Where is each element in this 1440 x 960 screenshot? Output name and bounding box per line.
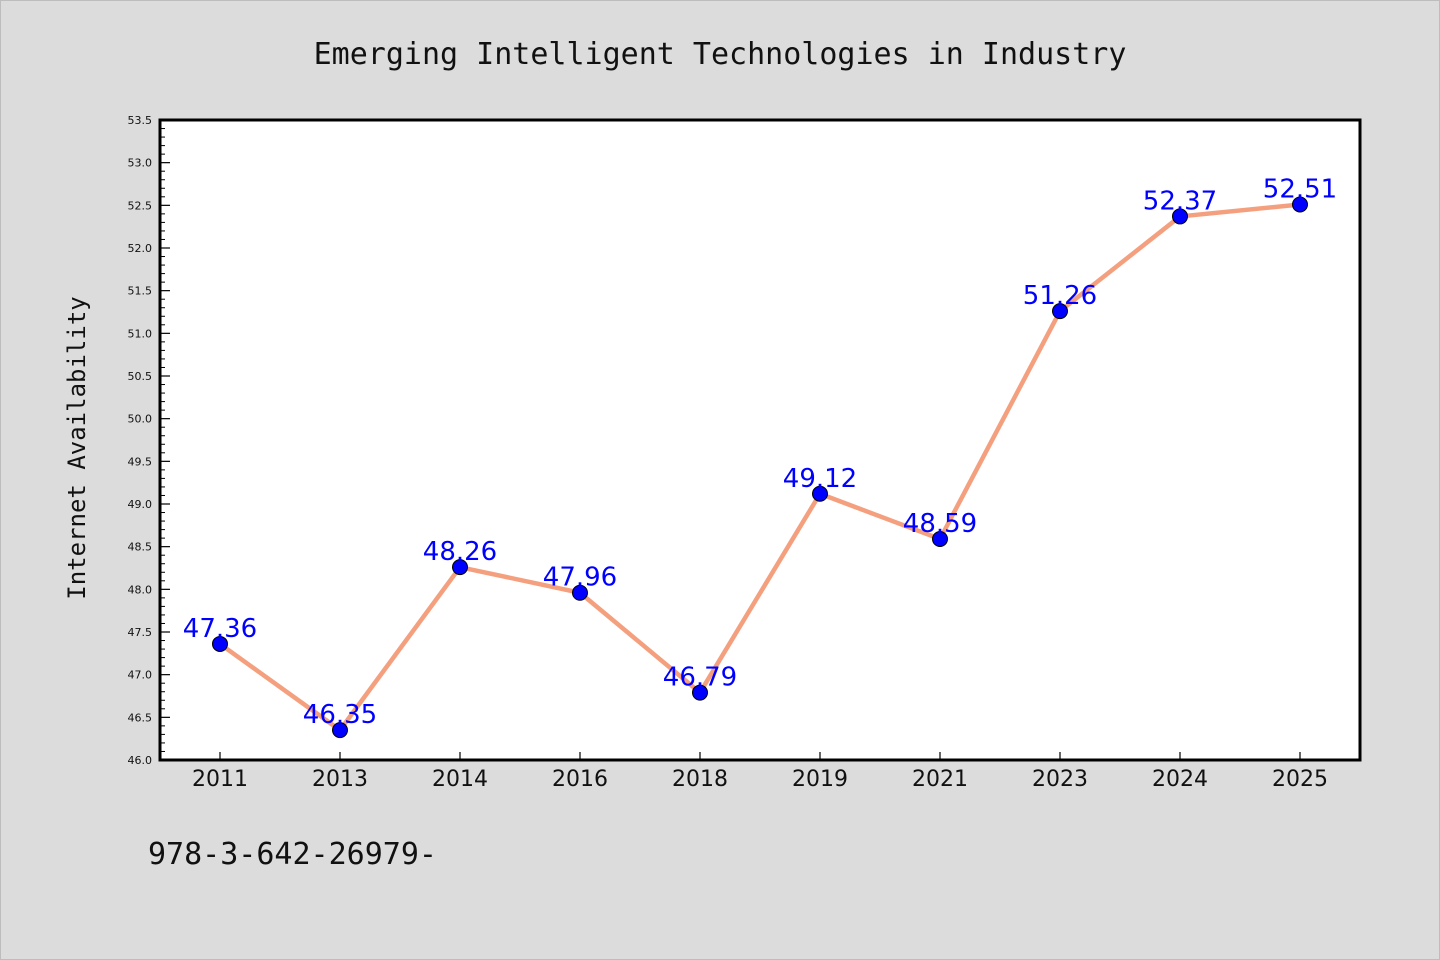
x-axis: 2011 2013 2014 2016 2018 2019 2021 2023 2024 2025 [192, 752, 1328, 792]
y-tick-label: 53.5 [128, 114, 153, 127]
chart-title: Emerging Intelligent Technologies in Ind… [314, 37, 1127, 72]
data-point [1052, 303, 1068, 320]
plot-area [160, 120, 1360, 760]
plot-border [158, 118, 1362, 762]
x-tick-label: 2019 [792, 767, 848, 792]
y-tick-label: 50.5 [128, 370, 153, 383]
data-point [572, 584, 588, 601]
y-tick-label: 51.0 [128, 327, 153, 340]
y-tick-label: 47.0 [128, 669, 153, 682]
x-tick-label: 2014 [432, 767, 488, 792]
series-line [217, 202, 1303, 733]
footer-note: 978-3-642-26979- [148, 837, 437, 872]
data-label: 52.51 [1263, 174, 1337, 204]
y-tick-label: 46.0 [128, 754, 153, 767]
data-label: 46.79 [663, 663, 737, 693]
data-point [1172, 208, 1188, 225]
x-tick-label: 2025 [1272, 767, 1328, 792]
y-tick-label: 52.0 [128, 242, 153, 255]
series-line-group: 47.36 46.35 48.26 47.96 46.79 49.12 48.59 51.26… [183, 174, 1337, 739]
data-point [812, 485, 828, 502]
y-tick-label: 49.0 [128, 498, 153, 511]
x-tick-label: 2013 [312, 767, 368, 792]
y-tick-label: 47.5 [128, 626, 153, 639]
y-axis: 46.0 46.5 47.0 47.5 48.0 48.5 49.0 49.5 50.0 50.5… [128, 114, 170, 767]
data-label: 51.26 [1023, 281, 1097, 311]
data-label: 47.96 [543, 563, 617, 593]
y-tick-label: 51.5 [128, 285, 153, 298]
y-tick-label: 50.0 [128, 413, 153, 426]
data-label: 52.37 [1143, 186, 1217, 216]
data-point [692, 684, 708, 701]
data-point [332, 722, 348, 739]
x-tick-label: 2016 [552, 767, 608, 792]
y-tick-label: 53.0 [128, 157, 153, 170]
y-tick-label: 49.5 [128, 455, 153, 468]
data-point [1292, 196, 1308, 213]
data-label: 49.12 [783, 464, 857, 494]
y-tick-label: 48.5 [128, 541, 153, 554]
y-tick-label: 52.5 [128, 199, 153, 212]
x-tick-label: 2021 [912, 767, 968, 792]
data-label: 48.59 [903, 509, 977, 539]
y-tick-label: 48.0 [128, 583, 153, 596]
y-axis-label: Internet Availability [63, 296, 91, 599]
x-tick-label: 2018 [672, 767, 728, 792]
data-point [452, 559, 468, 576]
data-label: 48.26 [423, 537, 497, 567]
y-tick-label: 46.5 [128, 711, 153, 724]
x-tick-label: 2011 [192, 767, 248, 792]
data-label: 47.36 [183, 614, 257, 644]
data-point [932, 530, 948, 547]
data-label: 46.35 [303, 700, 377, 730]
x-tick-label: 2024 [1152, 767, 1208, 792]
x-tick-label: 2023 [1032, 767, 1088, 792]
data-point [212, 635, 228, 652]
